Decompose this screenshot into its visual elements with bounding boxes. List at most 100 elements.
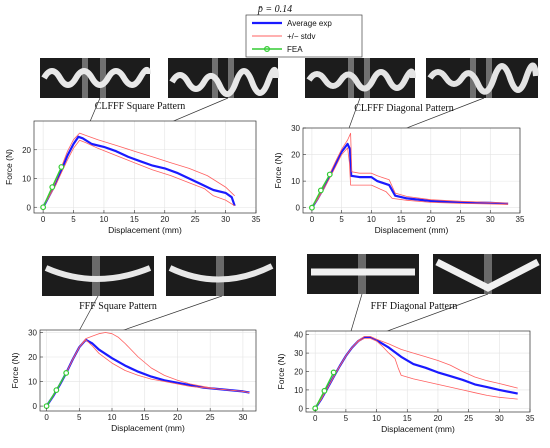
chart-title-fff-diagonal: FFF Diagonal Pattern (371, 301, 458, 312)
axes-frame (302, 127, 521, 214)
specimen-photo-icon (166, 256, 276, 296)
series-line-average (42, 135, 236, 208)
x-tick-label: 15 (130, 215, 139, 224)
specimen-photo-icon (42, 256, 154, 296)
x-axis-label: Displacement (mm) (375, 225, 449, 235)
x-tick-label: 20 (173, 413, 182, 422)
x-tick-label: 0 (310, 215, 315, 224)
plot-area (303, 128, 520, 213)
x-tick-label: 25 (456, 215, 465, 224)
series-line-stdv (42, 139, 235, 208)
x-tick-label: 5 (71, 215, 76, 224)
series-line-stdv (311, 147, 509, 208)
chart-panel-fff-diagonal: 0 5 10 15 20 25 30 35 0 10 20 30 40 Displacement (mm)… (276, 330, 535, 434)
x-tick-label: 15 (403, 414, 412, 423)
fea-marker (330, 369, 337, 376)
y-axis-label: Force (N) (4, 149, 14, 185)
x-tick-label: 30 (238, 413, 247, 422)
y-tick-label: 0 (33, 402, 38, 411)
fea-marker (53, 387, 60, 394)
x-tick-label: 20 (426, 215, 435, 224)
x-tick-label: 0 (313, 414, 318, 423)
specimen-photos-bottom (42, 254, 541, 296)
fea-marker (63, 370, 70, 376)
y-tick-label: 40 (294, 331, 303, 340)
x-tick-label: 5 (344, 414, 349, 423)
chart-title-clfff-diagonal: CLFFF Diagonal Pattern (354, 103, 453, 114)
x-axis-label: Displacement (mm) (111, 423, 185, 433)
chart-title-fff-square: FFF Square Pattern (79, 301, 157, 312)
y-tick-label: 20 (294, 368, 303, 377)
fea-marker (40, 204, 47, 211)
y-axis-label: Force (N) (10, 352, 20, 388)
specimen-photo-icon (168, 58, 279, 98)
x-tick-label: 5 (339, 215, 344, 224)
x-tick-label: 30 (221, 215, 230, 224)
figure-suptitle: p̄ = 0.14 (257, 4, 292, 15)
y-axis-label: Force (N) (273, 152, 283, 188)
legend-label-stdv: +/− stdv (287, 32, 315, 41)
y-tick-label: 0 (296, 204, 301, 213)
legend: Average exp +/− stdv FEA (245, 14, 363, 58)
x-tick-label: 30 (486, 215, 495, 224)
fea-marker (49, 184, 56, 191)
y-tick-label: 0 (299, 404, 304, 413)
legend-label-fea: FEA (287, 45, 303, 54)
fea-marker (326, 171, 333, 178)
x-tick-label: 25 (464, 414, 473, 423)
series-line-stdv (46, 339, 250, 407)
fea-marker (58, 164, 65, 170)
x-tick-label: 35 (526, 414, 535, 423)
y-axis-label: Force (N) (276, 353, 286, 389)
x-tick-label: 30 (495, 414, 504, 423)
x-tick-label: 10 (99, 215, 108, 224)
x-tick-label: 35 (252, 215, 261, 224)
y-tick-label: 10 (28, 378, 37, 387)
x-tick-label: 15 (397, 215, 406, 224)
y-tick-label: 20 (28, 353, 37, 362)
fea-marker (321, 387, 328, 394)
specimen-photo-icon (305, 58, 416, 98)
x-axis-label: Displacement (mm) (108, 225, 182, 235)
x-tick-label: 15 (140, 413, 149, 422)
specimen-photo-icon (307, 254, 419, 294)
y-tick-label: 30 (291, 124, 300, 133)
x-tick-label: 25 (206, 413, 215, 422)
y-tick-label: 30 (28, 328, 37, 337)
y-tick-label: 20 (22, 146, 31, 155)
legend-marker-fea (264, 45, 271, 52)
specimen-photo-icon (426, 58, 539, 98)
legend-label-average: Average exp (287, 19, 332, 28)
x-tick-label: 0 (41, 215, 46, 224)
specimen-photo-icon (433, 254, 541, 294)
axes-frame (39, 329, 257, 412)
x-tick-label: 20 (160, 215, 169, 224)
x-tick-label: 25 (191, 215, 200, 224)
y-tick-label: 10 (294, 386, 303, 395)
y-tick-label: 10 (291, 177, 300, 186)
chart-title-clfff-square: CLFFF Square Pattern (95, 101, 186, 112)
plot-area (40, 330, 256, 411)
fea-marker (317, 187, 324, 194)
y-tick-label: 0 (27, 203, 32, 212)
specimen-photos-top (40, 58, 539, 98)
x-tick-label: 35 (516, 215, 525, 224)
y-tick-label: 30 (294, 349, 303, 358)
x-tick-label: 0 (44, 413, 49, 422)
axes-frame (33, 120, 257, 214)
fea-marker (43, 403, 50, 409)
y-tick-label: 20 (291, 151, 300, 160)
x-tick-label: 10 (108, 413, 117, 422)
x-tick-label: 10 (367, 215, 376, 224)
x-tick-label: 10 (372, 414, 381, 423)
specimen-photo-icon (40, 58, 151, 98)
x-tick-label: 20 (433, 414, 442, 423)
y-tick-label: 10 (22, 175, 31, 184)
fea-marker (309, 204, 315, 211)
x-tick-label: 5 (77, 413, 82, 422)
chart-panel-clfff-diagonal: 0 5 10 15 20 25 30 35 0 10 20 30 Displacement (mm) Fo… (273, 124, 525, 235)
series-line-stdv (314, 337, 518, 409)
x-axis-label: Displacement (mm) (381, 424, 455, 434)
